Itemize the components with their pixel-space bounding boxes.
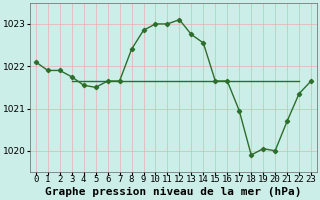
X-axis label: Graphe pression niveau de la mer (hPa): Graphe pression niveau de la mer (hPa) (45, 187, 302, 197)
